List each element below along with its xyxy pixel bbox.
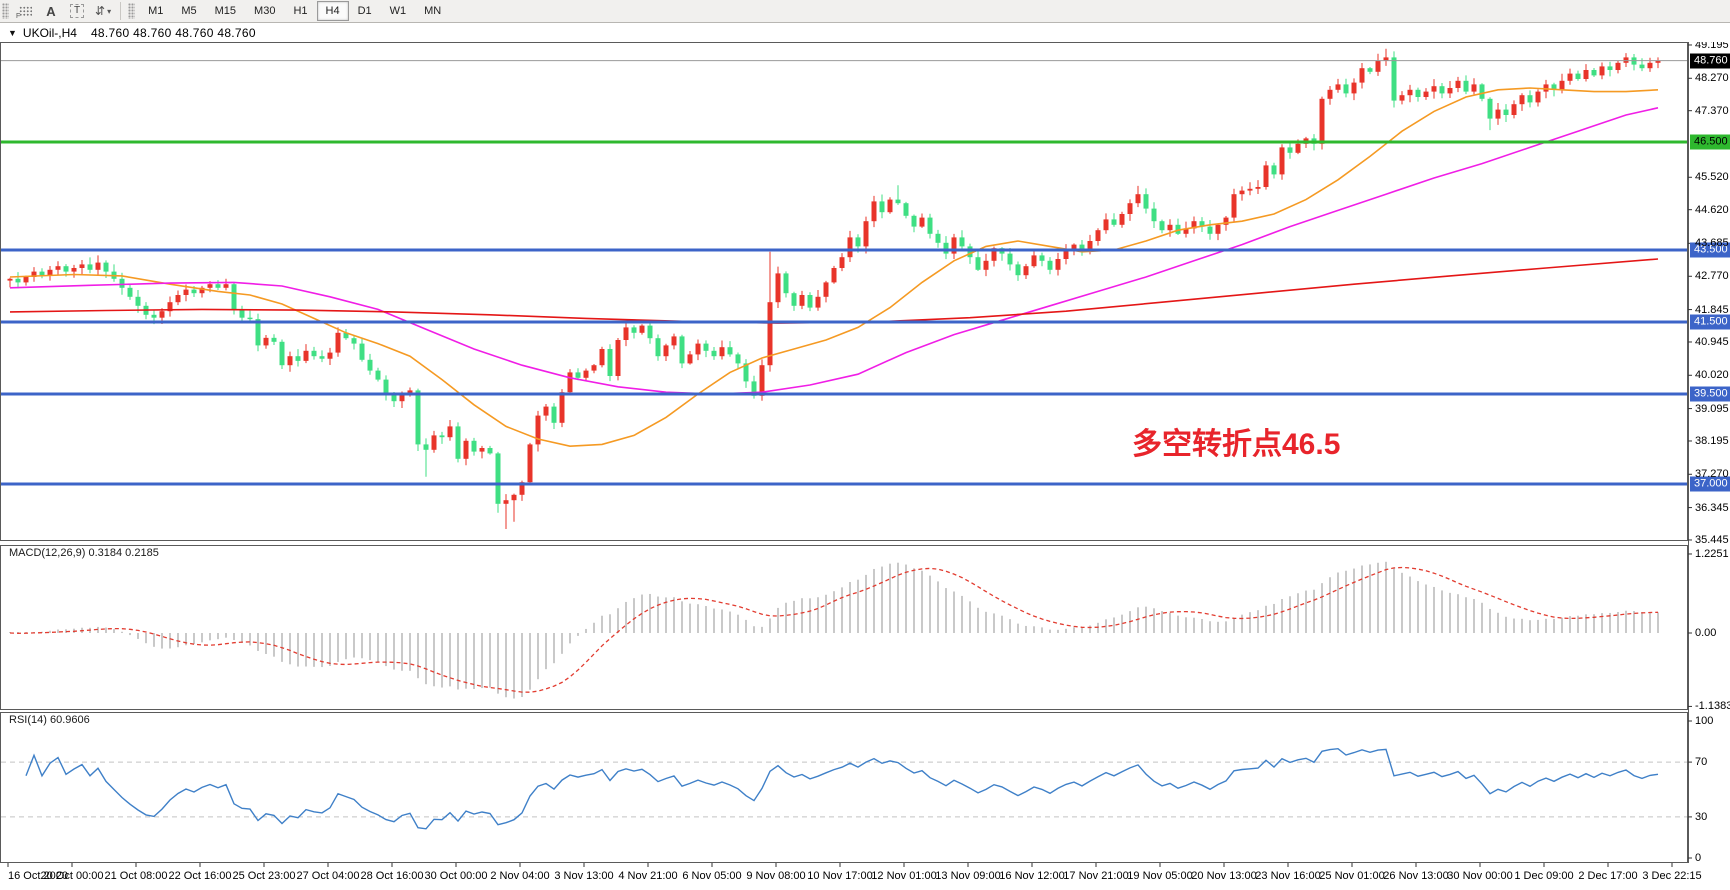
timeframe-M5[interactable]: M5 [172,1,205,21]
indicator-grid-tool-button[interactable]: F [13,1,37,21]
time-axis-label: 30 Oct 00:00 [424,870,488,882]
time-axis-label: 26 Nov 13:00 [1383,870,1449,882]
chart-annotation-text: 多空转折点46.5 [1132,428,1341,461]
time-axis-label: 16 Oct 2020 [8,870,68,882]
chart-symbol-label: UKOil-,H4 [22,25,77,40]
time-axis-label: 20 Nov 13:00 [1191,870,1257,882]
price-tick-label: 38.195 [1695,434,1729,447]
chart-ohlc-quotes: 48.760 48.760 48.760 48.760 [90,25,256,40]
macd-histogram [9,561,1659,699]
rsi-axis-label: 70 [1695,756,1708,769]
timeframe-D1[interactable]: D1 [349,1,381,21]
price-tick-label: 37.270 [1695,468,1729,481]
time-axis-label: 20 Oct 00:00 [40,870,104,882]
price-tick-label: 47.370 [1695,104,1729,117]
toolbar-separator [120,2,122,20]
candlestick-series [7,48,1661,529]
price-level-badge-37.000: 37.000 [1690,476,1730,492]
text-label-tool-button[interactable]: A [39,1,63,21]
time-axis-label: 9 Nov 08:00 [746,870,806,882]
time-axis-label: 17 Nov 21:00 [1063,870,1129,882]
chevron-down-icon: ▾ [107,6,112,16]
text-label-icon: A [46,3,56,19]
price-panel[interactable] [0,42,1688,541]
rsi-line [25,747,1659,830]
time-axis-label: 27 Oct 04:00 [296,870,360,882]
time-axis-label: 25 Nov 01:00 [1319,870,1385,882]
rsi-axis-label: 0 [1695,852,1702,864]
macd-panel[interactable] [0,545,1688,710]
timeframe-W1[interactable]: W1 [381,1,416,21]
toolbar-grip[interactable] [2,3,9,19]
rsi-axis-label: 30 [1695,810,1708,823]
time-axis-label: 12 Nov 01:00 [871,870,937,882]
text-box-icon: T [69,4,85,18]
macd-axis-label: -1.1383 [1695,700,1730,713]
price-tick-label: 39.095 [1695,402,1729,415]
timeframe-M30[interactable]: M30 [245,1,284,21]
rsi-indicator-label: RSI(14) 60.9606 [9,714,90,726]
price-tick-label: 36.345 [1695,501,1729,514]
time-axis-label: 13 Nov 09:00 [935,870,1001,882]
timeframe-MN[interactable]: MN [415,1,450,21]
price-tick-label: 35.445 [1695,533,1729,546]
time-axis-label: 3 Dec 22:15 [1642,870,1702,882]
time-axis-label: 10 Nov 17:00 [807,870,873,882]
macd-axis-label: 1.2251 [1695,547,1729,560]
text-box-tool-button[interactable]: T [65,1,89,21]
collapse-triangle-icon[interactable]: ▼ [8,27,17,38]
timeframe-H4[interactable]: H4 [316,1,349,21]
ma-mid-magenta [9,107,1659,395]
price-tick-label: 40.020 [1695,369,1729,382]
time-axis-label: 30 Nov 00:00 [1447,870,1513,882]
time-axis-label: 2 Nov 04:00 [490,870,550,882]
time-axis-label: 1 Dec 09:00 [1514,870,1574,882]
price-tick-label: 45.520 [1695,171,1729,184]
rsi-axis-label: 100 [1695,715,1714,727]
price-level-badge-46.500: 46.500 [1690,134,1730,150]
price-level-badge-41.500: 41.500 [1690,314,1730,330]
price-level-badge-39.500: 39.500 [1690,386,1730,402]
price-tick-label: 43.685 [1695,237,1729,250]
time-axis-label: 21 Oct 08:00 [104,870,168,882]
chart-title-bar[interactable]: ▼ UKOil-,H4 48.760 48.760 48.760 48.760 [0,23,1730,42]
time-axis-label: 25 Oct 23:00 [232,870,296,882]
timeframe-M1[interactable]: M1 [139,1,172,21]
timeframe-H1[interactable]: H1 [284,1,316,21]
macd-signal-line [9,566,1659,693]
time-axis-label: 16 Nov 12:00 [999,870,1065,882]
time-axis-label: 28 Oct 16:00 [360,870,424,882]
timeframe-M15[interactable]: M15 [206,1,245,21]
grid-dots-icon [18,5,32,17]
toolbar: F A T ⇵ ▾ M1 M5 M15 M30 H1 H4 D1 W1 MN [0,0,1730,23]
time-axis-label: 19 Nov 05:00 [1127,870,1193,882]
time-axis-label: 23 Nov 16:00 [1255,870,1321,882]
ma-fast-orange [9,87,1659,448]
macd-axis-label: 0.00 [1695,627,1717,639]
time-axis-label: 2 Dec 17:00 [1578,870,1638,882]
price-tick-label: 41.845 [1695,303,1729,316]
price-tick-label: 48.270 [1695,72,1729,85]
price-tick-label: 40.945 [1695,335,1729,348]
time-axis-label: 22 Oct 16:00 [168,870,232,882]
price-tick-label: 44.620 [1695,203,1729,216]
time-axis-label: 3 Nov 13:00 [554,870,614,882]
time-axis-label: 4 Nov 21:00 [618,870,678,882]
price-level-badge-43.500: 43.500 [1690,242,1730,258]
timeframe-switcher: M1 M5 M15 M30 H1 H4 D1 W1 MN [139,0,450,22]
price-tick-label: 42.770 [1695,270,1729,283]
cycle-lines-tool-button[interactable]: ⇵ ▾ [91,1,115,21]
toolbar-grip-2[interactable] [128,3,136,19]
grid-tool-letter: F [16,13,21,20]
current-price-badge: 48.760 [1690,53,1730,69]
time-axis-label: 6 Nov 05:00 [682,870,742,882]
cycle-arrows-icon: ⇵ [95,4,106,18]
macd-indicator-label: MACD(12,26,9) 0.3184 0.2185 [9,547,159,559]
rsi-panel[interactable] [0,712,1688,863]
